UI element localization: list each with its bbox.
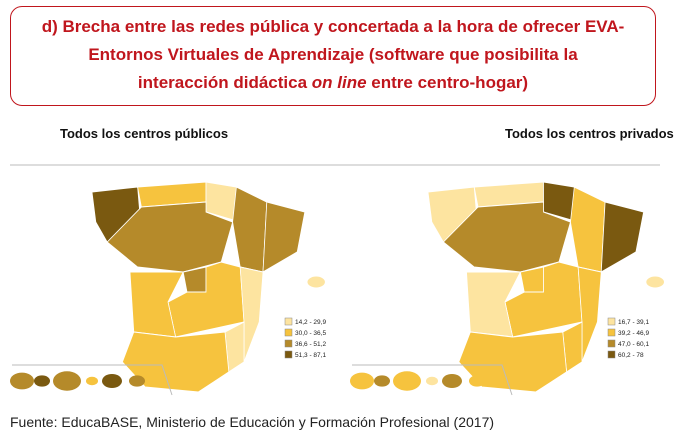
legend-swatch bbox=[284, 339, 293, 348]
legend-swatch bbox=[607, 350, 616, 359]
map-title: Todos los centros públicos bbox=[60, 126, 228, 141]
source: Fuente: EducaBASE, Ministerio de Educaci… bbox=[10, 414, 495, 430]
island bbox=[129, 375, 145, 387]
legend-label: 60,2 - 78 bbox=[618, 352, 644, 359]
legend-swatch bbox=[284, 317, 293, 326]
map bbox=[91, 181, 326, 393]
legend-label: 36,6 - 51,2 bbox=[295, 341, 326, 348]
map bbox=[427, 181, 665, 393]
legend-label: 16,7 - 39,1 bbox=[618, 319, 649, 326]
region bbox=[306, 275, 326, 289]
island bbox=[469, 375, 485, 387]
legend-label: 51,3 - 87,1 bbox=[295, 352, 326, 359]
legend-label: 39,2 - 46,9 bbox=[618, 330, 649, 337]
title: d) Brecha entre las redes pública y conc… bbox=[41, 17, 625, 92]
island bbox=[442, 374, 462, 388]
region bbox=[232, 186, 268, 273]
region bbox=[519, 266, 544, 293]
region bbox=[262, 201, 306, 273]
island bbox=[86, 376, 98, 386]
region bbox=[600, 201, 645, 273]
island bbox=[374, 375, 390, 387]
region bbox=[121, 331, 230, 393]
region bbox=[182, 266, 207, 293]
legend-label: 47,0 - 60,1 bbox=[618, 341, 649, 348]
legend-label: 14,2 - 29,9 bbox=[295, 319, 326, 326]
legend-swatch bbox=[607, 339, 616, 348]
title-italic: on line bbox=[311, 73, 367, 92]
region bbox=[645, 275, 665, 289]
island bbox=[10, 372, 34, 390]
title-box: d) Brecha entre las redes pública y conc… bbox=[10, 6, 656, 106]
region bbox=[466, 271, 522, 338]
island bbox=[393, 371, 421, 391]
island bbox=[102, 374, 122, 388]
region bbox=[106, 201, 234, 273]
legend-swatch bbox=[284, 350, 293, 359]
legend-swatch bbox=[607, 317, 616, 326]
inset-frame bbox=[352, 364, 513, 396]
legend-swatch bbox=[284, 328, 293, 337]
island bbox=[53, 371, 81, 391]
legend-swatch bbox=[607, 328, 616, 337]
title-end: entre centro-hogar) bbox=[366, 73, 529, 92]
region bbox=[458, 331, 568, 393]
region bbox=[239, 266, 264, 363]
legend-label: 30,0 - 36,5 bbox=[295, 330, 326, 337]
region bbox=[570, 186, 606, 273]
island bbox=[426, 376, 438, 386]
region bbox=[577, 266, 602, 363]
island bbox=[34, 375, 50, 387]
inset-frame bbox=[12, 364, 173, 396]
region bbox=[442, 201, 571, 273]
region bbox=[129, 271, 184, 338]
island bbox=[350, 372, 374, 390]
map-title: Todos los centros privados bbox=[505, 126, 674, 141]
